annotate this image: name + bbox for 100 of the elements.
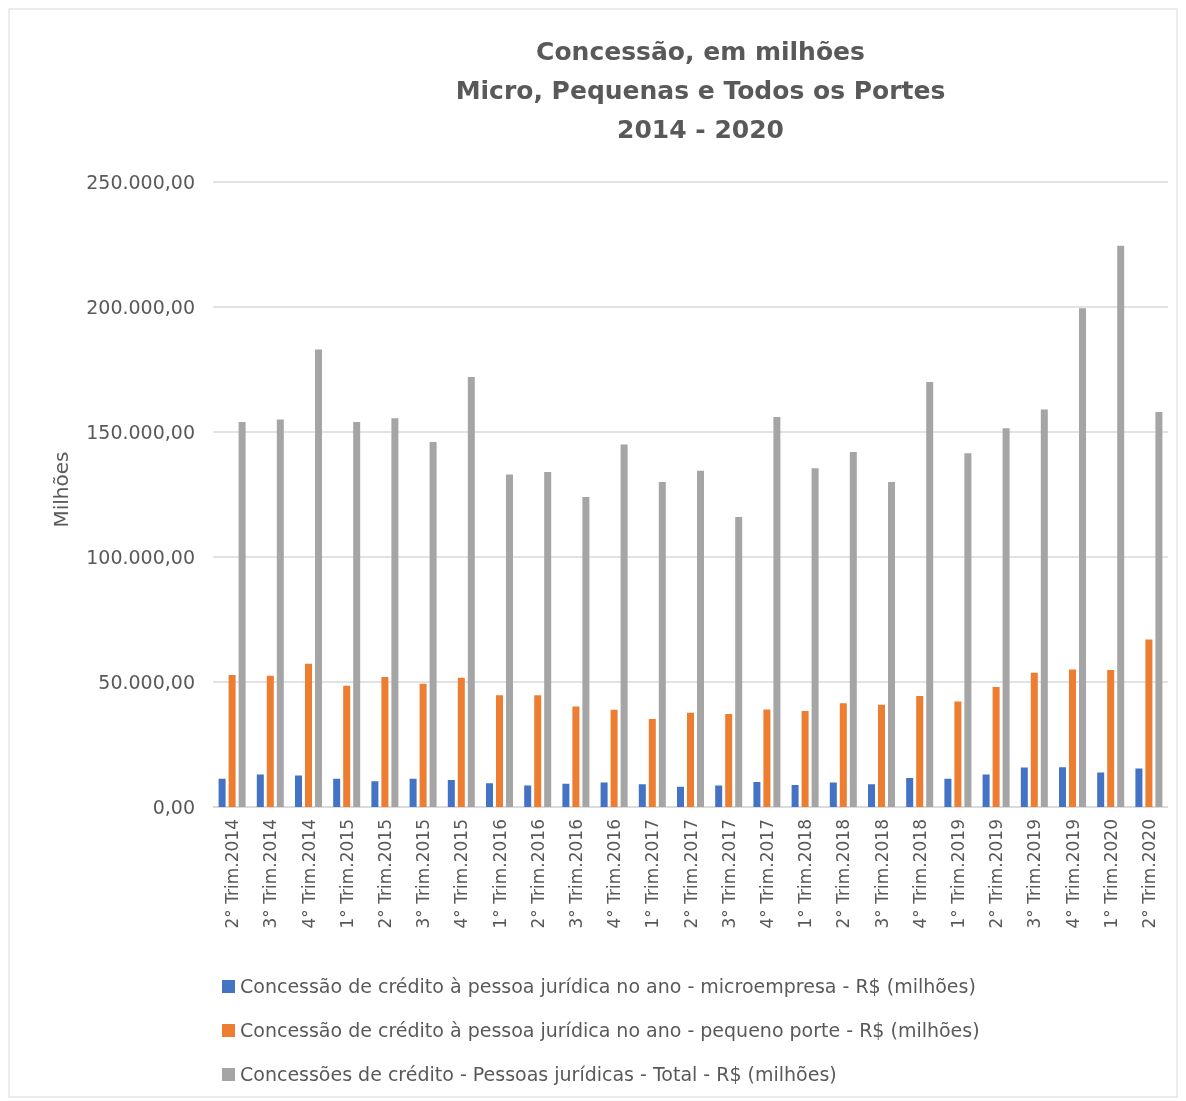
bar xyxy=(658,482,666,807)
bar xyxy=(218,778,226,807)
bar xyxy=(849,452,857,807)
x-tick-label: 4° Trim.2017 xyxy=(756,819,777,929)
bar xyxy=(735,517,743,807)
bar xyxy=(1155,412,1163,807)
y-axis-title: Milhões xyxy=(49,451,73,528)
x-tick-label: 1° Trim.2017 xyxy=(642,819,663,929)
bar xyxy=(677,786,684,807)
x-tick-label: 1° Trim.2020 xyxy=(1100,819,1121,929)
bar xyxy=(1069,669,1076,807)
bar xyxy=(524,785,532,807)
bar xyxy=(1059,767,1066,807)
x-tick-label: 3° Trim.2014 xyxy=(260,819,281,929)
bar xyxy=(333,778,341,807)
bar xyxy=(447,780,455,807)
y-tick-label: 150.000,00 xyxy=(86,421,195,443)
bar xyxy=(1097,772,1105,807)
x-tick-label: 1° Trim.2016 xyxy=(489,819,510,929)
bar xyxy=(353,422,361,807)
bar xyxy=(266,675,274,807)
bar xyxy=(572,706,580,807)
bar xyxy=(1020,767,1028,807)
x-tick-label: 2° Trim.2016 xyxy=(527,819,548,929)
bar xyxy=(582,497,590,807)
bar xyxy=(391,418,399,807)
y-tick-label: 50.000,00 xyxy=(98,671,195,693)
bar xyxy=(562,783,570,807)
bar xyxy=(992,687,1000,807)
bar xyxy=(811,468,819,807)
bar xyxy=(888,482,895,807)
bar xyxy=(964,453,972,807)
bar xyxy=(544,472,552,807)
x-tick-label: 2° Trim.2015 xyxy=(374,819,395,929)
bar xyxy=(486,783,493,807)
bar xyxy=(648,719,656,807)
bar xyxy=(1002,428,1010,807)
bar xyxy=(773,417,781,807)
bar xyxy=(1135,768,1143,807)
x-tick-label: 2° Trim.2014 xyxy=(222,819,243,929)
bar xyxy=(763,709,771,807)
x-tick-label: 3° Trim.2016 xyxy=(565,819,586,929)
bar xyxy=(295,775,302,807)
y-tick-label: 0,00 xyxy=(152,796,195,818)
bar xyxy=(228,675,236,807)
bar xyxy=(343,685,351,807)
bar xyxy=(687,712,694,807)
bar xyxy=(638,784,646,807)
x-tick-label: 4° Trim.2014 xyxy=(298,819,319,929)
bar xyxy=(381,677,389,807)
bar xyxy=(534,695,542,807)
x-tick-label: 4° Trim.2015 xyxy=(451,819,472,929)
bar xyxy=(238,422,246,807)
bar xyxy=(429,442,437,807)
bar xyxy=(305,663,312,807)
y-tick-label: 100.000,00 xyxy=(86,546,195,568)
bar xyxy=(610,709,618,807)
bar xyxy=(1145,639,1153,807)
bar xyxy=(506,474,513,807)
bar xyxy=(1040,409,1048,807)
legend-label: Concessão de crédito à pessoa jurídica no ano - microempresa - R$ (milhões) xyxy=(240,975,976,997)
bar xyxy=(697,470,704,807)
bar xyxy=(829,782,837,807)
y-tick-label: 250.000,00 xyxy=(86,171,195,193)
bar xyxy=(791,785,799,807)
bar xyxy=(944,778,952,807)
bar xyxy=(315,349,322,807)
x-tick-label: 1° Trim.2019 xyxy=(947,819,968,929)
x-tick-label: 3° Trim.2019 xyxy=(1024,819,1045,929)
bar xyxy=(1107,670,1115,807)
bar xyxy=(839,703,847,807)
bar xyxy=(1079,308,1086,807)
bar xyxy=(878,704,885,807)
bar xyxy=(457,677,465,807)
bar xyxy=(954,701,962,807)
x-tick-label: 2° Trim.2020 xyxy=(1138,819,1159,929)
x-tick-label: 3° Trim.2015 xyxy=(413,819,434,929)
bar xyxy=(1117,245,1125,807)
x-tick-label: 2° Trim.2019 xyxy=(986,819,1007,929)
bar xyxy=(725,714,733,807)
bar xyxy=(926,382,934,807)
x-tick-label: 1° Trim.2018 xyxy=(795,819,816,929)
y-tick-label: 200.000,00 xyxy=(86,296,195,318)
x-tick-label: 2° Trim.2018 xyxy=(833,819,854,929)
bar xyxy=(371,781,379,807)
bar xyxy=(600,782,608,807)
x-tick-label: 4° Trim.2019 xyxy=(1062,819,1083,929)
bar xyxy=(419,683,427,807)
x-tick-label: 1° Trim.2015 xyxy=(336,819,357,929)
x-tick-label: 3° Trim.2018 xyxy=(871,819,892,929)
x-tick-label: 4° Trim.2018 xyxy=(909,819,930,929)
legend-label: Concessão de crédito à pessoa jurídica no ano - pequeno porte - R$ (milhões) xyxy=(240,1019,980,1041)
bar xyxy=(276,419,284,807)
bar xyxy=(467,377,475,807)
bar xyxy=(753,782,761,807)
bar xyxy=(620,444,628,807)
bar xyxy=(982,774,990,807)
bar xyxy=(256,774,264,807)
bar xyxy=(496,695,503,807)
x-tick-label: 4° Trim.2016 xyxy=(604,819,625,929)
